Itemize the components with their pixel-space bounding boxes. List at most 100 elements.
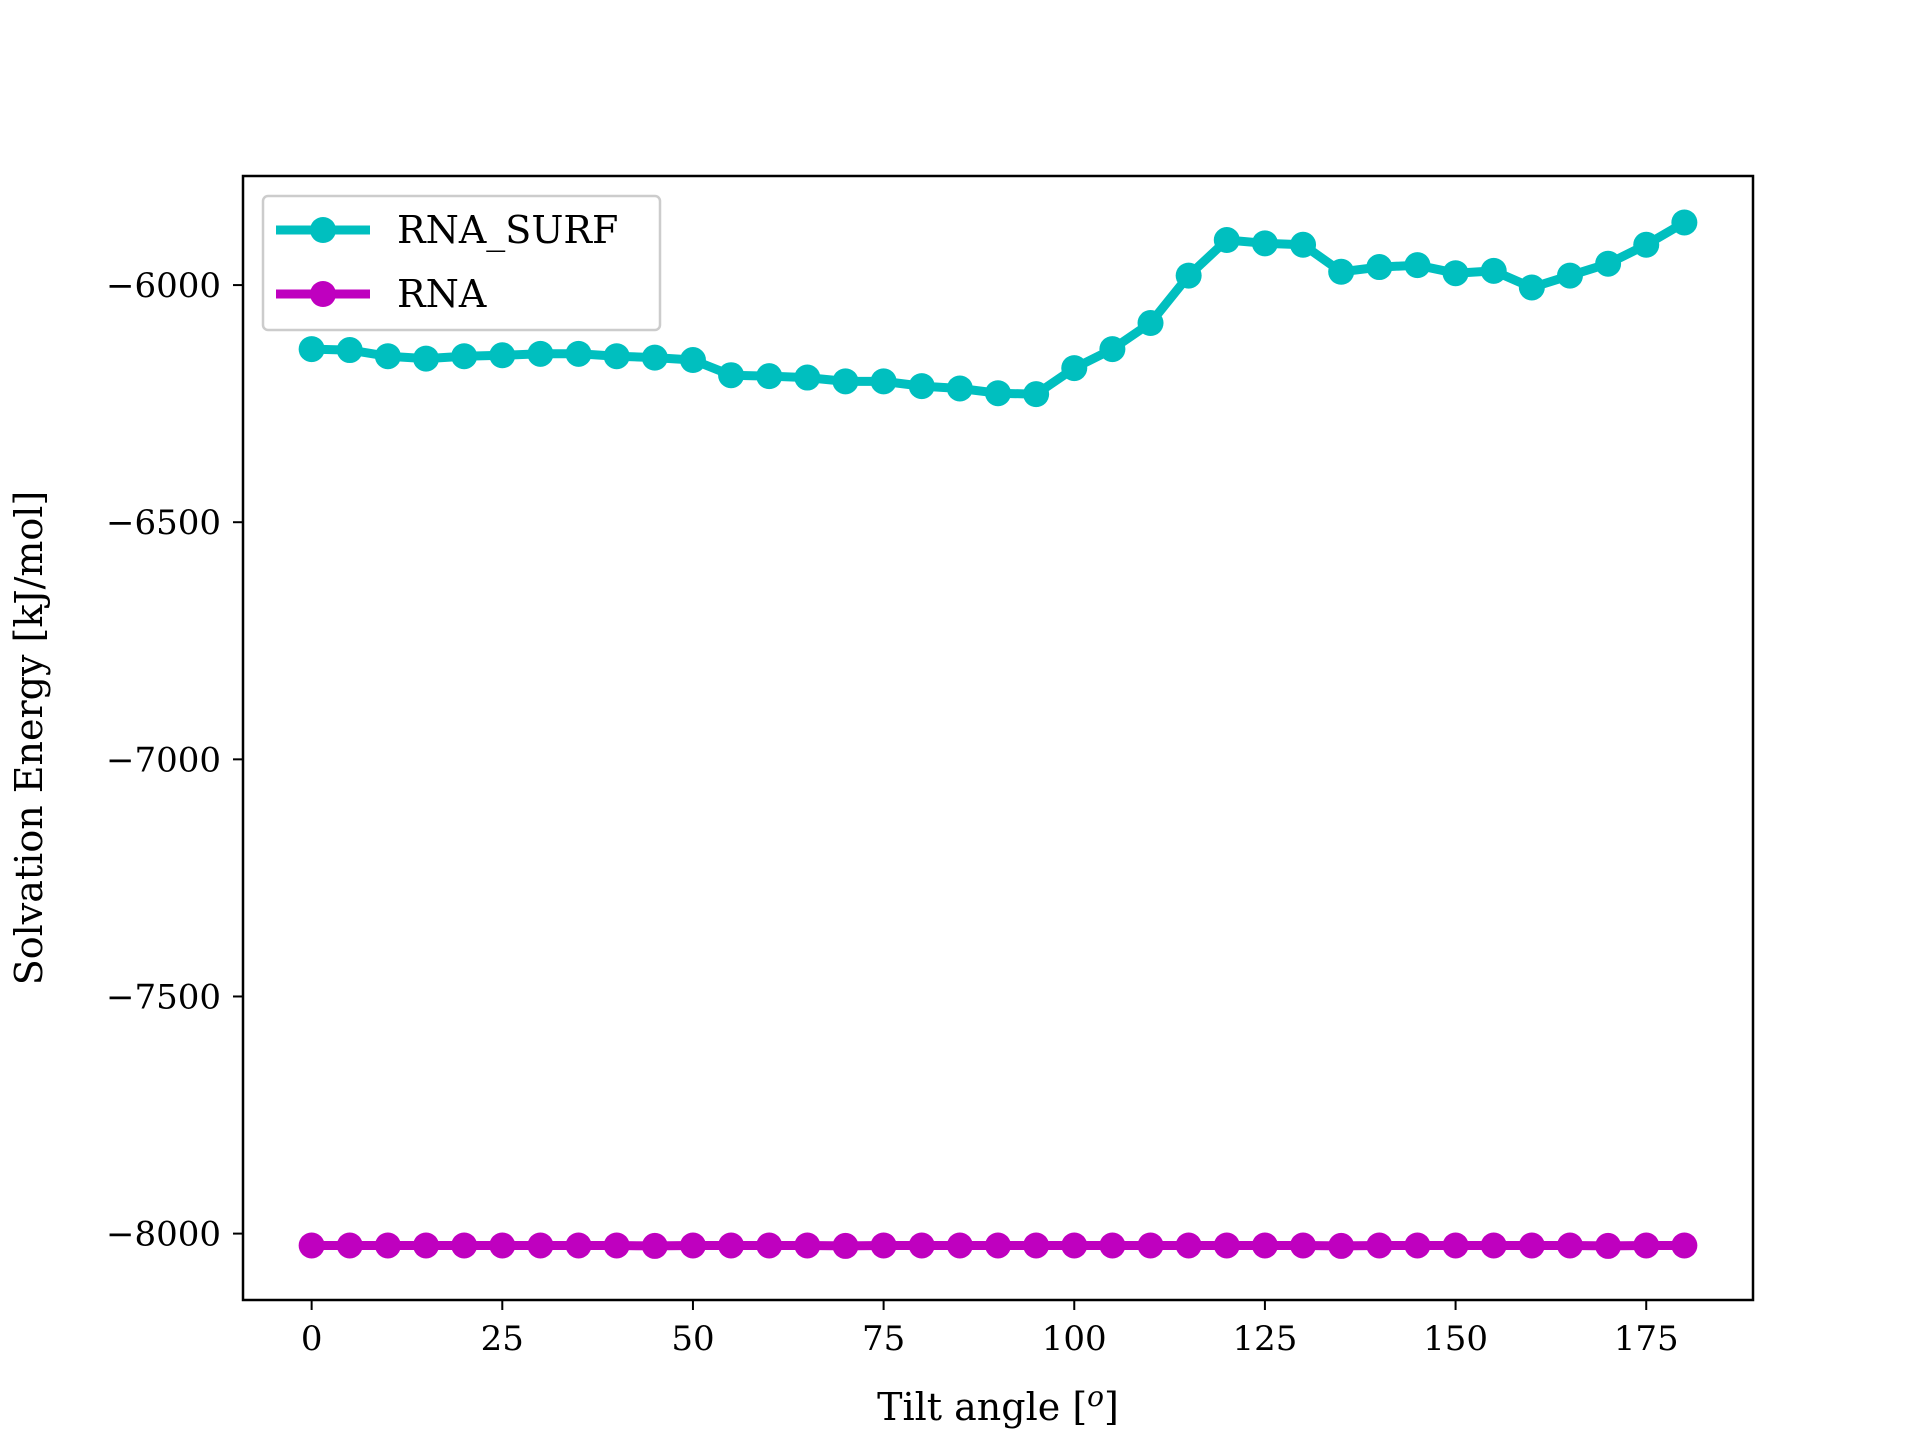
data-point: [1137, 310, 1164, 337]
data-point: [985, 380, 1011, 407]
data-point: [641, 344, 668, 371]
legend-swatch-marker: [310, 217, 336, 243]
data-point: [946, 375, 973, 402]
x-tick-label: 50: [671, 1319, 714, 1359]
data-point: [870, 1232, 897, 1259]
data-point: [832, 368, 859, 395]
data-point: [1366, 1232, 1393, 1259]
data-point: [1366, 254, 1393, 281]
data-point: [603, 343, 630, 370]
data-point: [756, 363, 783, 390]
x-tick-label: 100: [1042, 1319, 1107, 1359]
data-point: [1213, 1232, 1240, 1259]
series-rna-surf: [298, 209, 1698, 408]
series-layer: [298, 209, 1698, 1259]
data-point: [1480, 257, 1507, 284]
data-point: [794, 1232, 821, 1259]
y-tick-label: −7000: [106, 740, 221, 780]
legend: RNA_SURF RNA: [261, 194, 662, 332]
x-axis-title-main: Tilt angle [: [877, 1385, 1087, 1429]
data-point: [527, 1232, 554, 1259]
x-axis-title: Tilt angle [o]: [877, 1380, 1119, 1429]
y-tick-label: −6000: [106, 266, 221, 306]
data-point: [908, 373, 935, 400]
data-point: [832, 1232, 859, 1259]
data-point: [1595, 1232, 1622, 1259]
x-tick-label: 150: [1423, 1319, 1488, 1359]
data-point: [374, 343, 401, 370]
data-point: [1671, 209, 1698, 236]
data-point: [451, 343, 478, 370]
data-point: [1518, 274, 1545, 301]
data-point: [1023, 381, 1050, 408]
data-point: [1595, 250, 1622, 277]
y-tick-label: −6500: [106, 503, 221, 543]
data-point: [1061, 1232, 1088, 1259]
plot-frame: [241, 174, 1755, 1302]
data-point: [1328, 258, 1355, 285]
x-tick-label: 0: [301, 1319, 323, 1359]
x-axis-title-end: ]: [1104, 1385, 1119, 1429]
data-point: [1290, 1232, 1317, 1259]
data-point: [374, 1232, 401, 1259]
data-point: [336, 337, 363, 364]
legend-swatch-marker: [310, 281, 336, 307]
data-point: [336, 1232, 363, 1259]
series-rna: [298, 1232, 1698, 1259]
data-point: [794, 364, 821, 391]
data-point: [1328, 1232, 1355, 1259]
data-point: [1175, 262, 1202, 289]
data-point: [1404, 252, 1431, 279]
x-tick-label: 75: [862, 1319, 905, 1359]
data-point: [451, 1232, 478, 1259]
data-point: [1633, 1232, 1660, 1259]
data-point: [946, 1232, 973, 1259]
y-tick-label: −7500: [106, 977, 221, 1017]
data-point: [756, 1232, 783, 1259]
data-point: [413, 345, 440, 372]
x-tick-label: 175: [1614, 1319, 1679, 1359]
data-point: [1023, 1232, 1050, 1259]
data-point: [298, 336, 325, 363]
data-point: [870, 368, 897, 395]
data-point: [1251, 1232, 1278, 1259]
data-point: [1442, 1232, 1469, 1259]
data-point: [679, 347, 706, 374]
data-point: [1556, 262, 1583, 289]
x-tick-label: 25: [481, 1319, 524, 1359]
data-point: [1480, 1232, 1507, 1259]
data-point: [527, 340, 554, 367]
x-tick-label: 125: [1232, 1319, 1297, 1359]
data-point: [1061, 355, 1088, 382]
data-point: [985, 1232, 1011, 1259]
data-point: [298, 1232, 325, 1259]
x-ticks: 0 25 50 75 100 125 150 175: [301, 1300, 1679, 1359]
data-point: [1633, 231, 1660, 258]
data-point: [679, 1232, 706, 1259]
data-point: [1099, 336, 1126, 363]
data-point: [489, 342, 516, 369]
data-point: [908, 1232, 935, 1259]
x-axis-title-superscript: o: [1087, 1380, 1104, 1413]
data-point: [1518, 1232, 1545, 1259]
data-point: [1099, 1232, 1126, 1259]
legend-label: RNA: [397, 272, 487, 316]
data-point: [1556, 1232, 1583, 1259]
data-point: [1404, 1232, 1431, 1259]
data-point: [718, 362, 745, 389]
data-point: [641, 1232, 668, 1259]
y-tick-label: −8000: [106, 1215, 221, 1255]
data-point: [413, 1232, 440, 1259]
data-point: [718, 1232, 745, 1259]
legend-label: RNA_SURF: [397, 208, 618, 253]
data-point: [1175, 1232, 1202, 1259]
data-point: [1442, 260, 1469, 287]
y-ticks: −6000 −6500 −7000 −7500 −8000: [106, 266, 243, 1255]
data-point: [565, 1232, 592, 1259]
legend-items: RNA_SURF RNA: [276, 208, 618, 316]
data-point: [603, 1232, 630, 1259]
data-point: [1137, 1232, 1164, 1259]
data-point: [565, 340, 592, 367]
data-point: [1251, 230, 1278, 257]
